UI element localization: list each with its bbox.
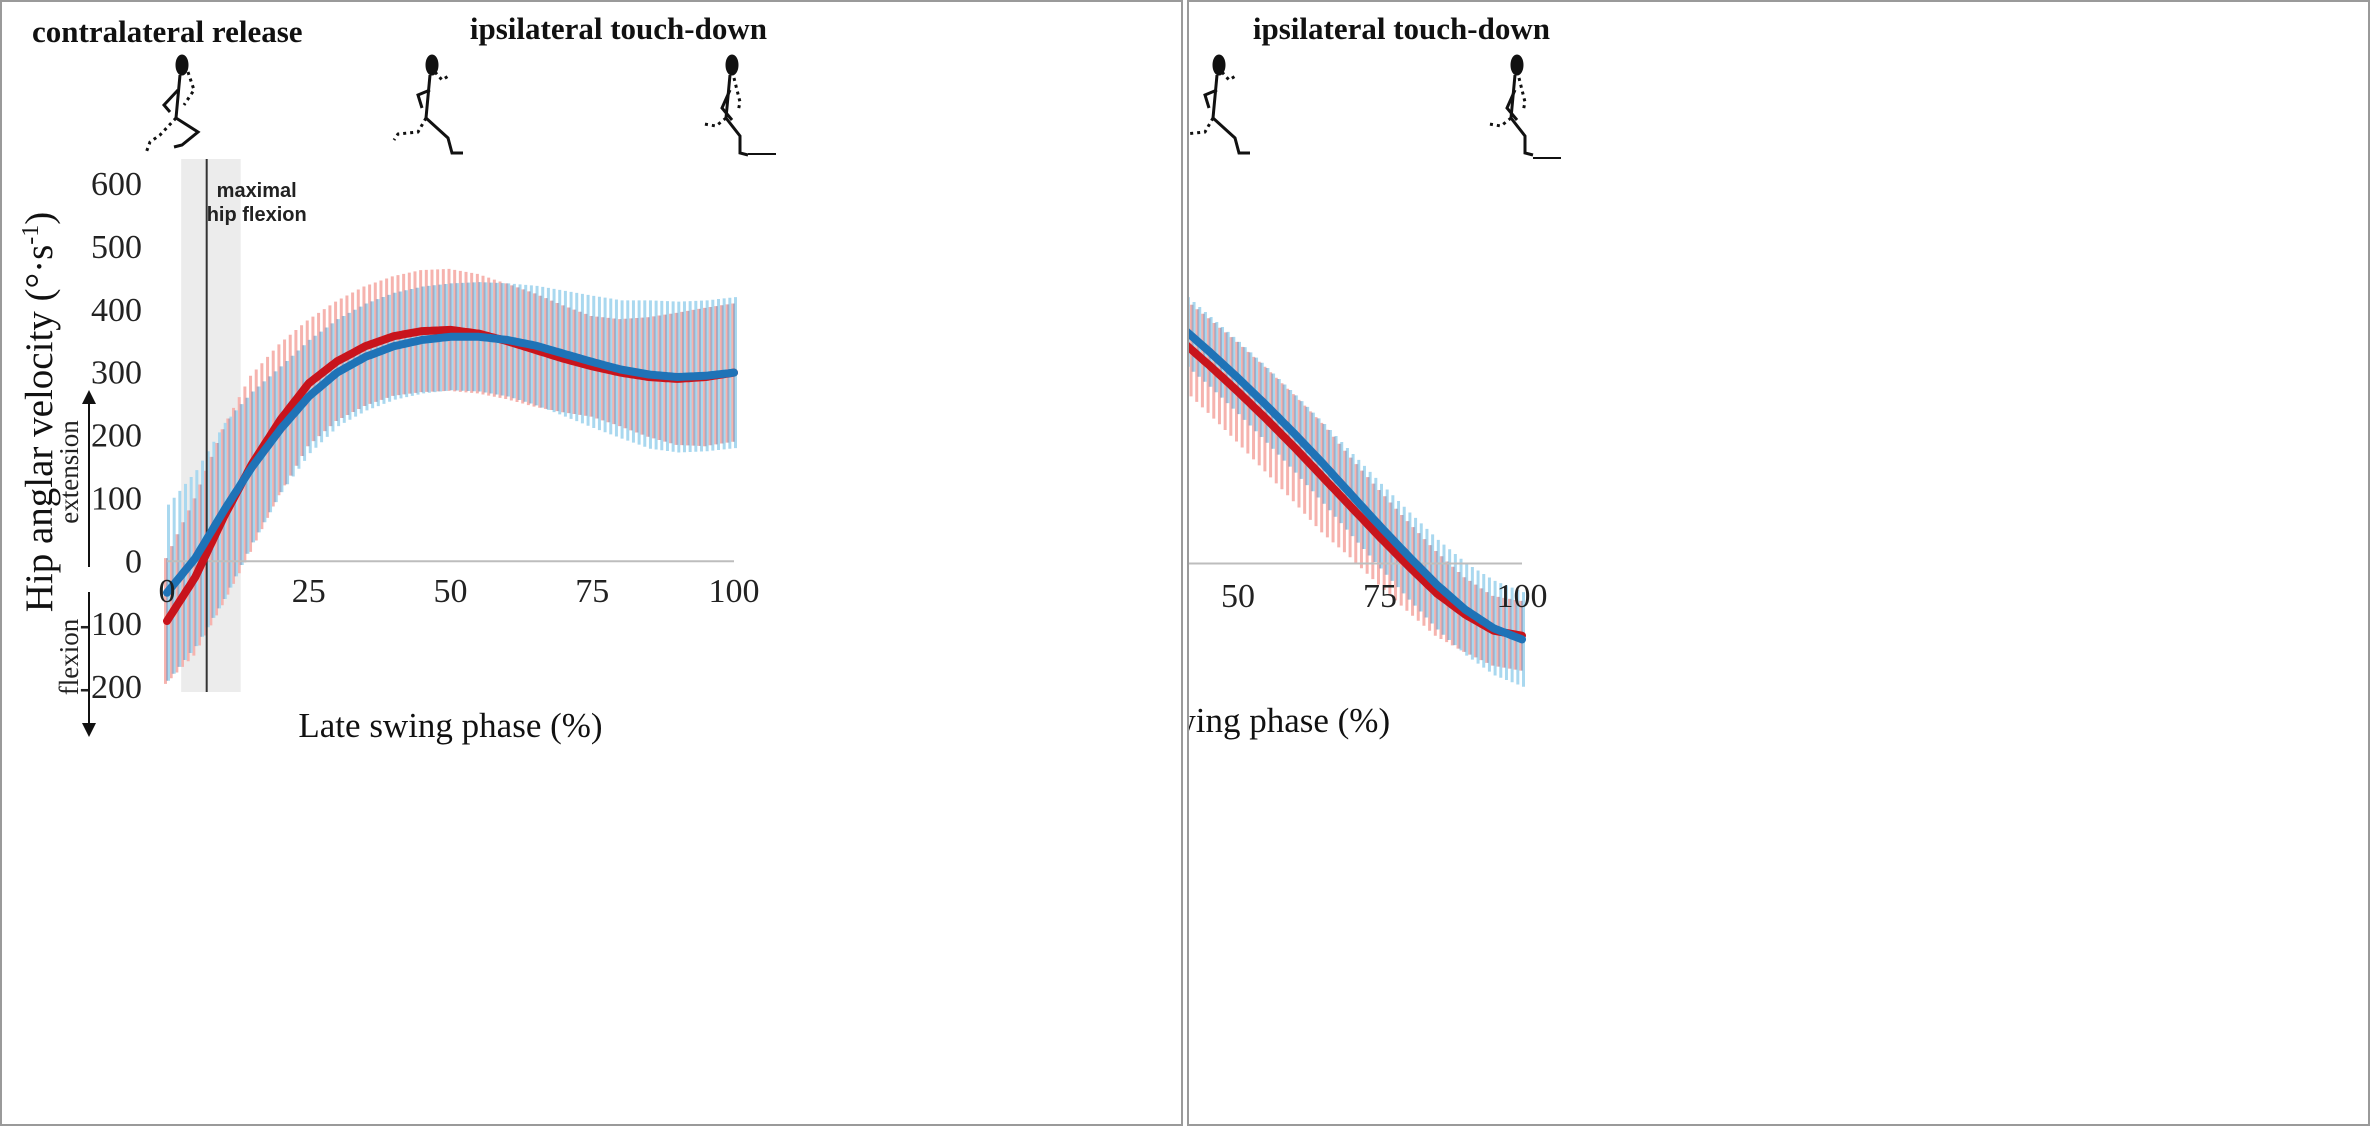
y-tick-label: 300 bbox=[91, 355, 142, 392]
mean-line-series-0 bbox=[1189, 342, 1526, 640]
y-tick-label: -100 bbox=[80, 606, 142, 643]
runner-figures bbox=[1189, 54, 1534, 157]
runner-contralateral-release-arm-c bbox=[182, 71, 196, 106]
flexion-label: flexion bbox=[54, 618, 84, 695]
x-axis-label: Late swing phase (%) bbox=[298, 706, 602, 745]
runner-mid-swing-leg-c bbox=[392, 117, 428, 141]
hip-velocity-panel: contralateral release ipsilateral touch-d… bbox=[0, 0, 1183, 1126]
y-tick-label: 0 bbox=[125, 543, 142, 580]
runner-mid-swing-trunk bbox=[1211, 74, 1219, 119]
runner-mid-swing-leg bbox=[424, 116, 463, 155]
runner-touch-down bbox=[1488, 54, 1534, 157]
x-tick-label: 75 bbox=[575, 573, 609, 610]
runner-mid-swing-arm-c bbox=[433, 71, 451, 82]
runner-mid-swing-trunk bbox=[424, 74, 432, 119]
runner-touch-down-arm bbox=[720, 89, 734, 121]
runner-mid-swing bbox=[392, 54, 463, 155]
runner-contralateral-release bbox=[144, 54, 201, 154]
runner-mid-swing-arm-c bbox=[1220, 71, 1238, 82]
runner-contralateral-release-leg bbox=[173, 116, 201, 149]
runner-mid-swing-leg bbox=[1211, 116, 1250, 155]
runner-figures bbox=[144, 54, 749, 157]
x-tick-label: 25 bbox=[292, 573, 326, 610]
runner-touch-down-arm bbox=[1505, 89, 1519, 121]
x-axis-label: Late swing phase (%) bbox=[1189, 701, 1390, 740]
runner-mid-swing-arm bbox=[1203, 88, 1218, 109]
hip-velocity-chart: contralateral release ipsilateral touch-d… bbox=[18, 11, 776, 745]
y-tick-label: -200 bbox=[80, 669, 142, 706]
y-tick-label: 500 bbox=[91, 229, 142, 266]
annotation-line1: maximal bbox=[217, 180, 297, 202]
y-tick-label: 600 bbox=[91, 166, 142, 203]
y-tick-label: 200 bbox=[91, 418, 142, 455]
runner-touch-down-arm-c bbox=[1517, 77, 1527, 113]
runner-touch-down-leg-c bbox=[1488, 116, 1512, 128]
runner-mid-swing-head bbox=[1212, 54, 1226, 76]
annotation-line2: hip flexion bbox=[207, 204, 307, 226]
runner-touch-down-arm-c bbox=[732, 77, 742, 113]
runner-mid-swing-arm bbox=[416, 88, 431, 109]
phase-start-label: contralateral release bbox=[32, 14, 303, 49]
phase-end-label: ipsilateral touch-down bbox=[470, 11, 767, 46]
x-tick-label: 100 bbox=[709, 573, 760, 610]
extension-arrow-head bbox=[82, 390, 96, 404]
runner-mid-swing-leg-c bbox=[1189, 117, 1215, 136]
y-tick-label: 400 bbox=[91, 292, 142, 329]
sd-bars-series-1 bbox=[167, 282, 737, 681]
runner-touch-down-head bbox=[1510, 54, 1524, 76]
runner-touch-down-leg bbox=[724, 117, 749, 157]
sd-bars-overlap bbox=[166, 282, 735, 681]
y-tick-label: 100 bbox=[91, 480, 142, 517]
extension-label: extension bbox=[54, 420, 84, 524]
runner-touch-down bbox=[703, 54, 749, 157]
mean-line-series-1 bbox=[163, 332, 738, 597]
x-tick-label: 50 bbox=[434, 573, 468, 610]
x-tick-label: 100 bbox=[1497, 578, 1548, 615]
runner-contralateral-release-head bbox=[175, 54, 189, 76]
runner-touch-down-head bbox=[725, 54, 739, 76]
flexion-arrow-head bbox=[82, 723, 96, 737]
runner-contralateral-release-leg-c bbox=[144, 116, 178, 154]
runner-contralateral-release-arm bbox=[161, 88, 180, 113]
phase-end-label: ipsilateral touch-down bbox=[1253, 11, 1550, 46]
x-tick-label: 50 bbox=[1221, 578, 1255, 615]
runner-mid-swing bbox=[1189, 54, 1250, 155]
x-tick-label: 0 bbox=[159, 573, 176, 610]
mean-line-series-1 bbox=[1189, 328, 1526, 644]
runner-touch-down-leg-c bbox=[703, 116, 727, 128]
runner-contralateral-release-trunk bbox=[174, 74, 182, 119]
sd-bars-overlap bbox=[1191, 304, 1523, 671]
runner-touch-down-leg bbox=[1509, 117, 1534, 157]
x-tick-label: 75 bbox=[1363, 578, 1397, 615]
y-axis-label: Hip anglar velocity (°·s-1) bbox=[18, 212, 61, 613]
runner-mid-swing-head bbox=[425, 54, 439, 76]
